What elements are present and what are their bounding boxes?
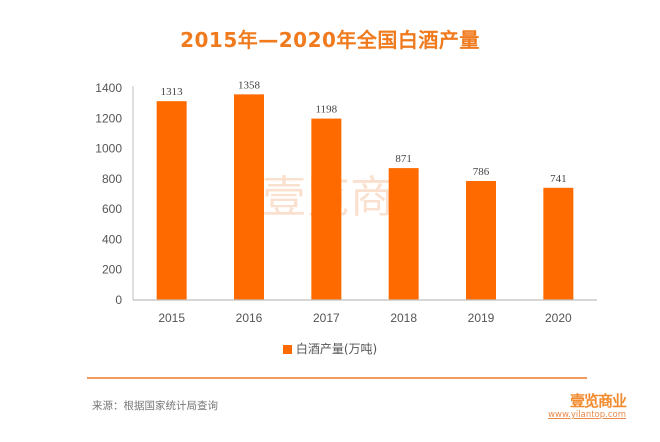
y-tick-label: 800 [102,172,122,186]
y-tick-label: 1000 [95,142,122,156]
data-label: 1313 [161,86,184,98]
x-tick-label: 2019 [468,311,495,325]
bar-2016 [234,94,264,300]
y-tick-label: 1400 [95,81,122,95]
data-label: 786 [473,166,490,178]
bar-2019 [466,180,496,300]
footer-divider [87,377,587,379]
bar-2020 [543,187,574,300]
y-tick-label: 200 [102,263,122,277]
source-note: 来源：根据国家统计局查询 [92,400,218,412]
y-tick-label: 400 [102,232,122,246]
x-tick-label: 2015 [158,311,185,325]
legend-label: 白酒产量(万吨) [295,342,378,356]
y-tick-label: 1200 [95,111,122,125]
x-tick-label: 2020 [545,311,572,325]
y-axis-ticks: 0 200 400 600 800 1000 1200 1400 [95,81,122,307]
x-axis-ticks: 2015 2016 2017 2018 2019 2020 [158,311,572,325]
data-label: 1358 [238,79,261,91]
data-label: 741 [550,173,567,185]
y-tick-label: 0 [115,293,122,307]
bars: 1313 1358 1198 871 786 741 [156,79,574,301]
bar-2015 [156,101,187,300]
x-tick-label: 2016 [236,311,263,325]
data-label: 1198 [316,104,338,116]
legend: 白酒产量(万吨) [0,340,660,357]
legend-swatch [282,345,292,354]
chart-title: 2015年—2020年全国白酒产量 [180,28,480,52]
data-label: 871 [395,153,412,165]
brand-logo: 壹览商业 www.yilantop.com [548,392,627,421]
x-tick-label: 2017 [313,311,340,325]
bar-2017 [311,118,342,301]
logo-url[interactable]: www.yilantop.com [548,410,626,420]
y-tick-label: 600 [102,202,122,216]
x-tick-label: 2018 [390,311,417,325]
logo-text: 壹览商业 [569,392,627,410]
bar-2018 [388,168,419,300]
